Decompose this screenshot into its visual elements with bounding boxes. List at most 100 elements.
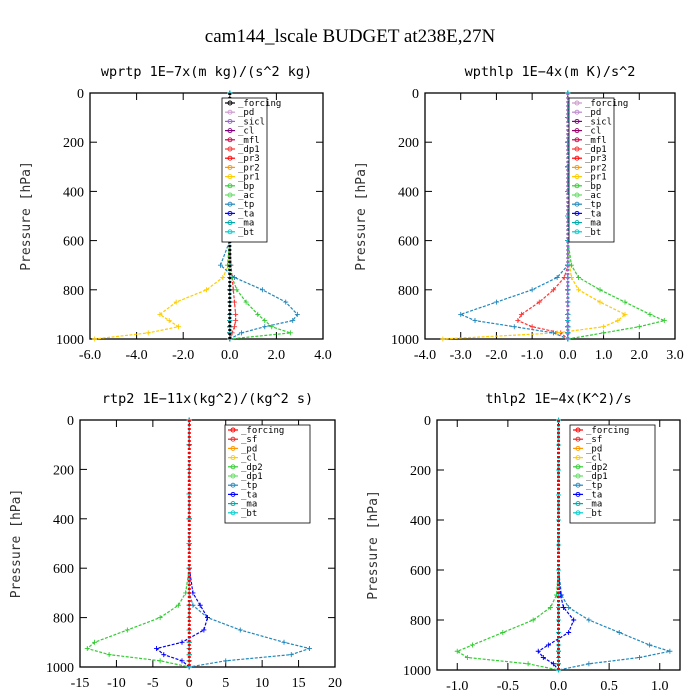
data-point — [576, 275, 582, 280]
legend-marker — [574, 155, 580, 161]
x-tick-label: 0.0 — [550, 679, 568, 694]
legend-entry: _ac — [585, 191, 601, 201]
series-line-dp1 — [517, 93, 569, 340]
data-point — [545, 642, 551, 648]
data-point — [173, 299, 179, 305]
legend-marker — [227, 201, 233, 207]
legend-marker — [574, 137, 580, 143]
data-point — [179, 639, 185, 645]
data-point — [161, 652, 167, 658]
legend-entry: _pr2 — [585, 163, 607, 173]
y-tick-label: 400 — [63, 185, 84, 200]
data-point — [554, 275, 560, 280]
data-point — [469, 642, 475, 648]
legend-entry: _sf — [241, 435, 257, 445]
data-point — [647, 311, 653, 317]
data-point — [233, 311, 239, 317]
y-tick-label: 600 — [53, 562, 74, 577]
panel-1: wprtp 1E−7x(m kg)/(s^2 kg) Pressure [hPa]… — [19, 64, 332, 363]
legend-marker — [575, 427, 581, 433]
data-point — [515, 318, 521, 324]
legend-entry: _cl — [241, 454, 257, 464]
y-tick-label: 0 — [67, 414, 74, 429]
panel-title: rtp2 1E−11x(kg^2)/(kg^2 s) — [102, 391, 313, 407]
x-tick-label: -4.0 — [414, 348, 436, 363]
legend-entry: _sicl — [238, 117, 265, 127]
y-tick-label: 1000 — [403, 664, 431, 679]
data-point — [566, 605, 572, 610]
data-point — [288, 652, 294, 658]
data-point — [454, 648, 460, 654]
x-tick-label: 3.0 — [666, 348, 684, 363]
legend-entry: _bp — [238, 182, 254, 192]
legend-entry: _bt — [238, 228, 254, 238]
legend-marker — [230, 464, 236, 470]
legend-marker — [227, 183, 233, 189]
data-point — [175, 602, 181, 608]
data-point — [561, 605, 567, 610]
y-tick-label: 600 — [410, 564, 431, 579]
data-point — [529, 287, 535, 293]
legend-marker — [227, 155, 233, 161]
legend-marker — [575, 464, 581, 470]
data-point — [661, 318, 667, 324]
legend: _forcing_sf_pd_cl_dp2_dp1_tp_ta_ma_bt — [569, 424, 656, 524]
panel-title: thlp2 1E−4x(K^2)/s — [485, 391, 631, 407]
y-tick-label: 0 — [424, 414, 431, 429]
legend-entry: _bt — [585, 228, 601, 238]
legend-marker — [575, 510, 581, 516]
legend-entry: _bt — [586, 509, 602, 519]
legend-entry: _pr1 — [238, 173, 260, 183]
legend-entry: _ta — [238, 209, 254, 219]
data-point — [667, 648, 673, 654]
x-tick-label: 0.5 — [600, 679, 618, 694]
legend-entry: _mfl — [238, 136, 260, 146]
legend-marker — [227, 229, 233, 235]
legend-entry: _ma — [586, 500, 602, 510]
data-point — [262, 318, 268, 324]
x-tick-label: 20 — [328, 676, 342, 691]
data-point — [294, 311, 300, 317]
legend-marker — [574, 210, 580, 216]
y-axis-label: Pressure [hPa] — [366, 490, 381, 600]
y-tick-label: 400 — [53, 513, 74, 528]
plot-frame — [89, 92, 324, 340]
x-tick-label: 5 — [222, 676, 229, 691]
legend-entry: _tp — [241, 481, 257, 491]
legend-marker — [230, 501, 236, 507]
legend-entry: _tp — [238, 200, 254, 210]
x-tick-label: 2.0 — [268, 348, 286, 363]
legend-entry: _ta — [585, 209, 601, 219]
series-line-ta — [537, 420, 575, 671]
legend-entry: _cl — [238, 127, 254, 137]
legend-marker — [227, 192, 233, 198]
legend-marker — [574, 128, 580, 134]
legend-marker — [574, 229, 580, 235]
legend-marker — [230, 445, 236, 451]
data-point — [440, 336, 446, 342]
data-point — [647, 642, 653, 648]
data-point — [154, 645, 159, 651]
legend-box — [569, 424, 656, 524]
series-line-pr1 — [94, 93, 231, 340]
legend-marker — [574, 201, 580, 207]
panel-4: thlp2 1E−4x(K^2)/s Pressure [hPa] 0 200 400 6… — [366, 391, 681, 694]
legend-marker — [230, 427, 236, 433]
series-line-ta — [155, 420, 209, 668]
data-point — [458, 311, 464, 317]
x-tick-label: -2.0 — [485, 348, 507, 363]
y-tick-label: 800 — [410, 614, 431, 629]
legend-entry: _cl — [586, 454, 602, 464]
legend-marker — [227, 109, 233, 115]
x-tick-label: -6.0 — [79, 348, 101, 363]
y-tick-label: 400 — [398, 185, 419, 200]
x-tick-label: -1.0 — [521, 348, 543, 363]
y-axis-label: Pressure [hPa] — [354, 161, 369, 271]
y-tick-label: 600 — [63, 235, 84, 250]
x-tick-label: 2.0 — [631, 348, 649, 363]
data-point — [511, 324, 517, 330]
data-point — [92, 336, 98, 342]
legend: _forcing_sf_pd_cl_dp2_dp1_tp_ta_ma_bt — [224, 424, 311, 524]
data-point — [622, 299, 628, 305]
data-point — [157, 311, 163, 317]
